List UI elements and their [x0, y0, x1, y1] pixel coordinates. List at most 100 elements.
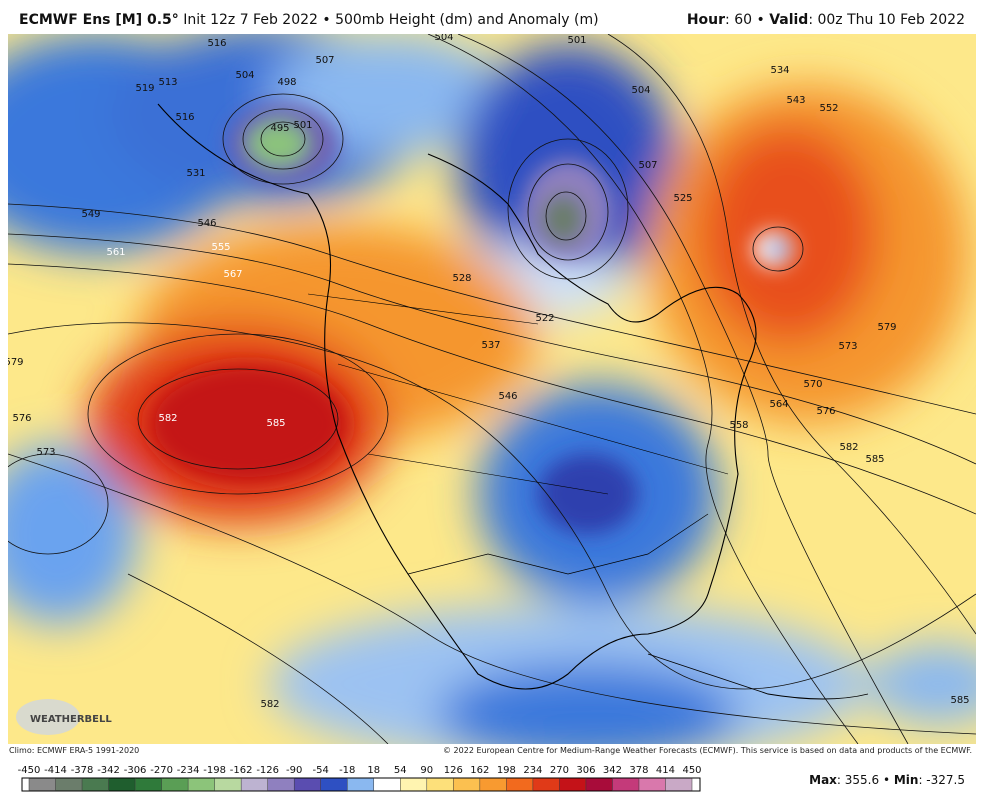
max-value: : 355.6 • [836, 773, 894, 787]
header-right: Hour: 60 • Valid: 00z Thu 10 Feb 2022 [687, 12, 965, 28]
min-label: Min [893, 773, 919, 787]
valid-label: Valid [769, 12, 809, 28]
colorbar-label: -162 [230, 765, 253, 776]
colorbar-cell [188, 778, 215, 791]
colorbar-label: 162 [470, 765, 489, 776]
hour-value: : 60 • [725, 12, 770, 28]
hour-label: Hour [686, 12, 726, 28]
colorbar-label: 198 [497, 765, 516, 776]
colorbar-frame [21, 777, 701, 792]
colorbar-label: 18 [367, 765, 380, 776]
colorbar-cell [294, 778, 321, 791]
contour-label: 516 [207, 38, 226, 49]
contour-label: 534 [770, 65, 789, 76]
colorbar-label: 342 [603, 765, 622, 776]
colorbar-cell [585, 778, 613, 791]
contour-label: 504 [434, 34, 453, 43]
colorbar-cell [320, 778, 348, 791]
colorbar-label: 378 [629, 765, 648, 776]
logo-text: WEATHERBELL [30, 714, 112, 725]
colorbar-label: -90 [286, 765, 302, 776]
contour-label: 543 [786, 95, 805, 106]
colorbar-label: -234 [177, 765, 200, 776]
colorbar-cell [638, 778, 666, 791]
contour-label: 516 [175, 112, 194, 123]
colorbar-cell [532, 778, 560, 791]
contour-label: 585 [865, 454, 884, 465]
colorbar-label: 54 [394, 765, 407, 776]
colorbar-cell [267, 778, 295, 791]
logo: WEATHERBELL [16, 699, 112, 735]
colorbar-cell [506, 778, 533, 791]
colorbar-cell [400, 778, 427, 791]
max-label: Max [809, 773, 837, 787]
colorbar-cell [453, 778, 480, 791]
contour-label: 549 [81, 209, 100, 220]
contour-label: 552 [819, 103, 838, 114]
colorbar-cell [373, 778, 401, 791]
contour-label: 546 [498, 391, 517, 402]
colorbar-cell [55, 778, 83, 791]
contour-label: 561 [106, 247, 125, 258]
colorbar-cell [82, 778, 109, 791]
colorbar-cell [559, 778, 586, 791]
contour-label: 546 [197, 218, 216, 229]
contour-label: 564 [769, 399, 788, 410]
copyright: © 2022 European Centre for Medium-Range … [443, 746, 972, 755]
contour-label: 504 [235, 70, 254, 81]
contour-label: 522 [535, 313, 554, 324]
contour-label: 582 [839, 442, 858, 453]
contour-label: 579 [8, 357, 24, 368]
contour-label: 585 [950, 695, 969, 706]
contours [8, 34, 976, 744]
colorbar-label: 414 [656, 765, 675, 776]
contour-label: 531 [186, 168, 205, 179]
colorbar-label: -414 [44, 765, 67, 776]
colorbar-cell [241, 778, 268, 791]
contour-label: 555 [211, 242, 230, 253]
contour-label: 576 [816, 406, 835, 417]
colorbar-label: 90 [420, 765, 433, 776]
stats: Max: 355.6 • Min: -327.5 [809, 773, 965, 787]
contour-label: 507 [638, 160, 657, 171]
colorbar-cell [135, 778, 162, 791]
colorbar-label: 270 [550, 765, 569, 776]
contour-label: 504 [631, 85, 650, 96]
colorbar-cell [612, 778, 639, 791]
contour-label: 537 [481, 340, 500, 351]
colorbar-cell [214, 778, 242, 791]
colorbar-label: 450 [682, 765, 701, 776]
colorbar-label: -306 [124, 765, 147, 776]
contour-label: 498 [277, 77, 296, 88]
colorbar-label: 126 [444, 765, 463, 776]
contour-label: 501 [293, 120, 312, 131]
contour-label: 585 [266, 418, 285, 429]
contour-label: 582 [260, 699, 279, 710]
colorbar-cell [665, 778, 692, 791]
contour-label: 495 [270, 123, 289, 134]
colorbar-label: -126 [256, 765, 279, 776]
model: ECMWF Ens [M] 0.5° [19, 12, 179, 28]
contour-label: 525 [673, 193, 692, 204]
contour-label: 528 [452, 273, 471, 284]
colorbar: -450 -414 -378 -342 -306 -270 -234 -198 -162 -126… [18, 765, 702, 792]
colorbar-cell [426, 778, 454, 791]
colorbar-label: -342 [97, 765, 120, 776]
colorbar-label: -270 [150, 765, 173, 776]
contour-label: 507 [315, 55, 334, 66]
colorbar-cell [108, 778, 136, 791]
contour-label: 519 [135, 83, 154, 94]
colorbar-cell [479, 778, 507, 791]
contour-label: 501 [567, 35, 586, 46]
contour-label: 513 [158, 77, 177, 88]
header-left: ECMWF Ens [M] 0.5° Init 12z 7 Feb 2022 •… [19, 12, 599, 28]
colorbar-label: -198 [203, 765, 226, 776]
colorbar-cell [347, 778, 374, 791]
colorbar-label: 306 [576, 765, 595, 776]
colorbar-label: -378 [71, 765, 94, 776]
contour-label: 573 [36, 447, 55, 458]
colorbar-cell [161, 778, 189, 791]
colorbar-label: 234 [523, 765, 542, 776]
coastlines [157, 103, 869, 700]
